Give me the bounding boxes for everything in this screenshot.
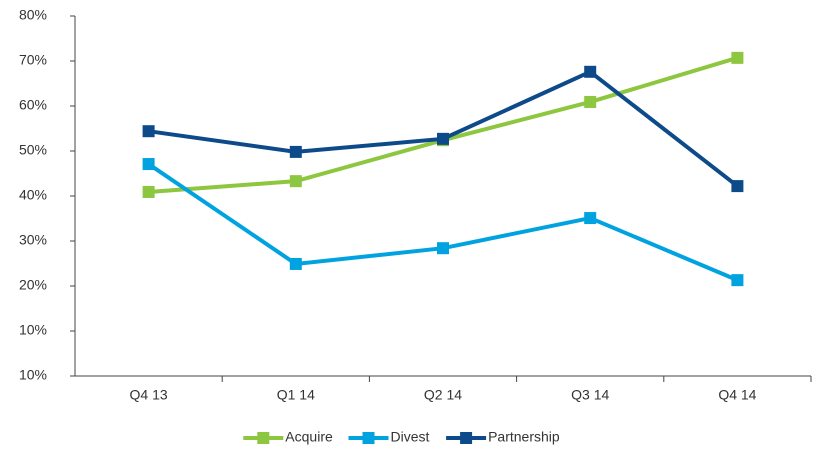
point-marker xyxy=(731,51,744,64)
legend-marker xyxy=(257,432,270,444)
x-tick-label: Q3 14 xyxy=(571,387,609,403)
series-line xyxy=(148,69,739,188)
point-marker xyxy=(289,145,302,158)
point-marker xyxy=(437,132,449,145)
y-tick-label: 70% xyxy=(19,52,47,68)
point-marker xyxy=(142,185,155,198)
legend-label: Divest xyxy=(391,429,430,445)
x-tick-label: Q4 14 xyxy=(718,387,756,403)
x-tick-label: Q1 14 xyxy=(277,387,315,403)
point-marker xyxy=(142,158,155,171)
legend-label: Acquire xyxy=(285,429,333,445)
x-tick-label: Q4 13 xyxy=(130,387,168,403)
point-marker xyxy=(584,95,597,108)
point-marker xyxy=(731,180,744,193)
y-tick-label: 80% xyxy=(19,7,47,23)
y-tick-label: 60% xyxy=(19,97,47,113)
series-line xyxy=(148,55,738,194)
point-marker xyxy=(731,274,744,287)
y-tick-label: 10% xyxy=(19,367,47,383)
point-marker xyxy=(437,242,449,255)
legend-marker xyxy=(460,432,473,444)
y-tick-label: 40% xyxy=(19,187,47,203)
x-tick-label: Q2 14 xyxy=(424,387,462,403)
y-tick-label: 50% xyxy=(19,142,47,158)
y-tick-label: 10% xyxy=(19,322,47,338)
point-marker xyxy=(142,125,155,138)
y-tick-label: 20% xyxy=(19,277,47,293)
point-marker xyxy=(289,257,302,270)
y-tick-label: 30% xyxy=(19,232,47,248)
legend-marker xyxy=(362,432,375,444)
point-marker xyxy=(584,65,597,78)
legend-label: Partnership xyxy=(488,429,560,445)
point-marker xyxy=(584,212,597,225)
series-line xyxy=(147,162,739,282)
point-marker xyxy=(289,175,302,188)
